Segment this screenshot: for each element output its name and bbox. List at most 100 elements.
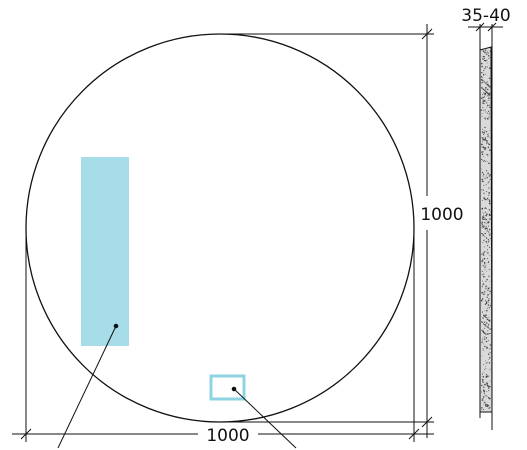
speckle-dot xyxy=(487,199,489,201)
speckle-dot xyxy=(482,101,484,103)
speckle-dot xyxy=(482,128,484,130)
speckle-dot xyxy=(480,109,483,111)
speckle-dot xyxy=(484,59,486,62)
frame-speckle-texture xyxy=(480,49,492,410)
speckle-dot xyxy=(490,233,491,234)
speckle-dot xyxy=(488,192,490,194)
speckle-dot xyxy=(489,94,491,96)
speckle-dot xyxy=(481,286,483,288)
speckle-dot xyxy=(486,279,488,281)
depth-tick-right xyxy=(487,22,497,32)
speckle-dot xyxy=(483,92,485,94)
speckle-dot xyxy=(484,228,487,230)
speckle-dot xyxy=(488,234,491,236)
touch-sensor-switch xyxy=(209,374,246,401)
speckle-dot xyxy=(482,99,484,101)
speckle-dot xyxy=(487,330,489,332)
speckle-dot xyxy=(486,296,488,298)
speckle-dot xyxy=(487,396,490,399)
speckle-dot xyxy=(487,239,490,241)
speckle-dot xyxy=(487,99,489,101)
speckle-dot xyxy=(489,254,491,256)
speckle-dot xyxy=(484,147,487,149)
height-tick-top xyxy=(421,28,433,40)
speckle-dot xyxy=(487,182,489,184)
speckle-dot xyxy=(481,373,483,375)
speckle-dot xyxy=(485,175,487,177)
speckle-dot xyxy=(488,407,490,409)
speckle-dot xyxy=(482,139,484,141)
speckle-dot xyxy=(483,89,486,92)
depth-dimension xyxy=(468,22,503,430)
speckle-dot xyxy=(484,198,486,200)
speckle-dot xyxy=(483,146,485,149)
speckle-dot xyxy=(482,106,484,108)
speckle-dot xyxy=(487,154,489,156)
speckle-dot xyxy=(482,225,484,227)
speckle-dot xyxy=(487,245,489,247)
speckle-dot xyxy=(486,322,488,324)
speckle-dot xyxy=(486,161,488,162)
speckle-dot xyxy=(487,299,490,302)
speckle-dot xyxy=(484,117,486,119)
speckle-dot xyxy=(485,395,486,397)
speckle-dot xyxy=(482,216,484,218)
speckle-dot xyxy=(482,343,484,345)
speckle-dot xyxy=(489,149,491,151)
speckle-dot xyxy=(484,177,486,180)
depth-tick-left xyxy=(475,22,485,32)
speckle-dot xyxy=(481,131,484,133)
speckle-dot xyxy=(487,66,488,68)
speckle-dot xyxy=(482,136,484,138)
speckle-dot xyxy=(481,146,482,148)
speckle-dot xyxy=(484,74,486,76)
speckle-dot xyxy=(483,225,485,227)
speckle-dot xyxy=(487,88,489,91)
speckle-dot xyxy=(489,368,491,370)
speckle-dot xyxy=(484,383,486,386)
speckle-dot xyxy=(485,130,488,133)
speckle-dot xyxy=(482,348,484,350)
speckle-dot xyxy=(489,344,492,346)
speckle-dot xyxy=(485,285,487,288)
speckle-dot xyxy=(487,316,489,318)
speckle-dot xyxy=(487,289,489,292)
speckle-dot xyxy=(481,399,483,401)
speckle-dot xyxy=(484,81,486,83)
speckle-dot xyxy=(481,391,483,393)
speckle-dot xyxy=(486,226,487,227)
speckle-dot xyxy=(484,109,486,111)
speckle-dot xyxy=(482,189,484,191)
speckle-dot xyxy=(489,290,491,293)
speckle-dot xyxy=(487,333,489,335)
speckle-dot xyxy=(489,293,491,295)
speckle-dot xyxy=(487,134,489,136)
speckle-dot xyxy=(481,355,483,357)
speckle-dot xyxy=(484,310,485,312)
speckle-dot xyxy=(483,393,485,395)
speckle-dot xyxy=(485,281,487,283)
speckle-dot xyxy=(489,78,491,80)
speckle-dot xyxy=(485,87,487,89)
speckle-dot xyxy=(489,178,491,180)
speckle-dot xyxy=(483,386,485,388)
speckle-dot xyxy=(483,69,485,72)
speckle-dot xyxy=(484,56,485,58)
speckle-dot xyxy=(488,116,490,118)
speckle-dot xyxy=(484,130,485,132)
speckle-dot xyxy=(485,227,488,230)
speckle-dot xyxy=(486,230,488,232)
speckle-dot xyxy=(482,381,484,383)
speckle-dot xyxy=(483,118,485,119)
speckle-dot xyxy=(484,345,486,348)
speckle-dot xyxy=(486,177,489,179)
speckle-dot xyxy=(481,207,483,210)
speckle-dot xyxy=(486,307,488,309)
speckle-dot xyxy=(489,351,491,354)
speckle-dot xyxy=(481,218,484,220)
speckle-dot xyxy=(487,385,489,387)
speckle-dot xyxy=(488,353,490,355)
width-dimension xyxy=(12,228,434,442)
speckle-dot xyxy=(487,406,488,407)
